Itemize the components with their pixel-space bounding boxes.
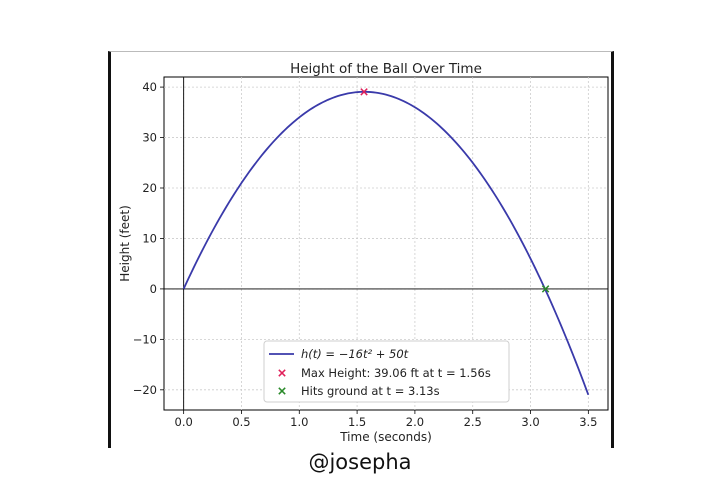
marker-stroke (360, 88, 368, 96)
marker-stroke (541, 285, 550, 293)
legend-marker-hits-ground (278, 387, 286, 395)
y-tick-label: −10 (133, 332, 157, 346)
author-caption: @josepha (308, 450, 412, 474)
reference-lines (164, 77, 608, 410)
chart-title: Height of the Ball Over Time (290, 61, 482, 77)
legend-x-max-height (278, 369, 286, 377)
x-tick-label: 2.5 (464, 415, 482, 429)
x-tick-label: 1.5 (348, 415, 366, 429)
legend-box (263, 340, 510, 403)
legend: h(t) = −16t² + 50t Max Height: 39.06 ft … (263, 340, 510, 403)
markers (360, 88, 550, 293)
y-tick-label: 20 (142, 181, 157, 195)
marker-max-height (360, 88, 368, 96)
series-line-height (182, 90, 590, 396)
marker-stroke (278, 387, 286, 395)
marker-stroke (278, 369, 286, 377)
x-tick-label: 1.0 (290, 415, 308, 429)
legend-label-hits-ground: Hits ground at t = 3.13s (301, 384, 440, 398)
height-over-time-chart: 0.0 0.5 1.0 1.5 2.0 2.5 3.0 3.5−20−10010203040 … (118, 61, 609, 444)
y-tick-label: 40 (142, 80, 157, 94)
y-tick-label: 0 (150, 282, 157, 296)
y-tick-label: 10 (142, 231, 157, 245)
legend-marker-max-height (278, 369, 286, 377)
x-tick-label: 0.0 (175, 415, 193, 429)
legend-label-series: h(t) = −16t² + 50t (301, 347, 409, 361)
x-tick-label: 3.0 (521, 415, 539, 429)
y-axis-title: Height (feet) (118, 205, 132, 282)
legend-label-max-height: Max Height: 39.06 ft at t = 1.56s (301, 366, 491, 380)
x-tick-label: 2.0 (406, 415, 424, 429)
y-tick-label: 30 (142, 131, 157, 145)
x-axis-title: Time (seconds) (339, 430, 432, 444)
y-tick-label: −20 (133, 383, 157, 397)
marker-hits-ground (541, 285, 550, 293)
x-tick-label: 0.5 (232, 415, 250, 429)
legend-x-hits-ground (278, 387, 286, 395)
ticks: 0.0 0.5 1.0 1.5 2.0 2.5 3.0 3.5 −20 −10 0 10 20 30 40 (133, 80, 598, 429)
x-tick-label: 3.5 (579, 415, 597, 429)
figure-frame: 0.0 0.5 1.0 1.5 2.0 2.5 3.0 3.5 −20 −10 0 10 20 30 40 … (108, 51, 614, 448)
